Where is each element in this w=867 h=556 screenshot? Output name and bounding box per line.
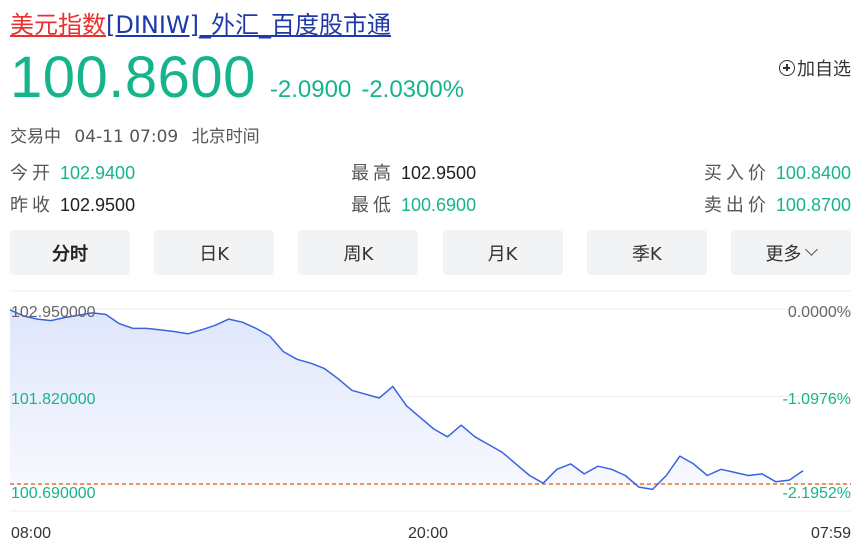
- bid-quote: 买入价 100.8400: [704, 159, 851, 185]
- price-change: -2.0900: [269, 76, 352, 103]
- chart-period-tabs: 分时 日K 周K 月K 季K 更多: [10, 230, 851, 275]
- low-quote: 最低 100.6900: [351, 191, 476, 217]
- y-pct-high: 0.0000%: [787, 304, 851, 321]
- prev-close-value: 102.9500: [60, 195, 136, 215]
- prev-close-label: 昨收: [10, 195, 54, 216]
- high-label: 最高: [351, 163, 395, 184]
- high-value: 102.9500: [401, 163, 477, 183]
- ask-value: 100.8700: [775, 195, 851, 215]
- page-title[interactable]: 美元指数[DINIW]_外汇_百度股市通: [10, 8, 391, 42]
- y-label-high: 102.950000: [11, 304, 96, 321]
- status-text: 交易中: [10, 127, 61, 147]
- status-timezone: 北京时间: [191, 127, 260, 147]
- ask-quote: 卖出价 100.8700: [704, 191, 851, 217]
- plus-circle-icon: [779, 60, 795, 76]
- title-source-link[interactable]: [DINIW]_外汇_百度股市通: [106, 11, 392, 39]
- open-quote: 今开 102.9400: [10, 159, 135, 185]
- tab-daily-k[interactable]: 日K: [154, 230, 275, 275]
- bid-label: 买入价: [703, 163, 770, 184]
- price-row: 100.8600 -2.0900 -2.0300%: [10, 46, 464, 110]
- ask-label: 卖出价: [703, 195, 770, 216]
- price-line: [9, 309, 804, 491]
- tab-more-label: 更多: [765, 243, 802, 265]
- x-label-mid: 20:00: [408, 525, 449, 542]
- x-label-end: 07:59: [810, 525, 851, 542]
- y-label-mid: 101.820000: [11, 391, 96, 408]
- low-label: 最低: [351, 195, 395, 216]
- high-quote: 最高 102.9500: [351, 159, 476, 185]
- tab-monthly-k[interactable]: 月K: [442, 230, 563, 275]
- bid-value: 100.8400: [775, 163, 851, 183]
- tab-more[interactable]: 更多: [730, 230, 851, 275]
- status-datetime: 04-11 07:09: [74, 127, 179, 147]
- trading-status: 交易中 04-11 07:09 北京时间: [10, 122, 268, 147]
- y-label-low: 100.690000: [11, 485, 96, 502]
- add-watchlist-label: 加自选: [797, 59, 851, 80]
- low-value: 100.6900: [401, 195, 477, 215]
- chart-canvas: [9, 290, 851, 512]
- tab-quarterly-k[interactable]: 季K: [586, 230, 707, 275]
- y-pct-low: -2.1952%: [782, 485, 852, 502]
- x-label-start: 08:00: [11, 525, 52, 542]
- price-area: [10, 309, 803, 490]
- title-index-name[interactable]: 美元指数: [10, 11, 106, 39]
- current-price: 100.8600: [10, 45, 256, 110]
- open-label: 今开: [10, 163, 54, 184]
- add-watchlist-button[interactable]: 加自选: [779, 55, 851, 81]
- tab-intraday[interactable]: 分时: [10, 230, 130, 275]
- y-pct-mid: -1.0976%: [782, 391, 852, 408]
- price-change-percent: -2.0300%: [361, 76, 465, 103]
- chevron-down-icon: [805, 243, 819, 256]
- tab-weekly-k[interactable]: 周K: [298, 230, 419, 275]
- intraday-chart[interactable]: 102.950000 101.820000 100.690000 0.0000%…: [0, 285, 867, 556]
- open-value: 102.9400: [60, 163, 136, 183]
- prev-close-quote: 昨收 102.9500: [10, 191, 135, 217]
